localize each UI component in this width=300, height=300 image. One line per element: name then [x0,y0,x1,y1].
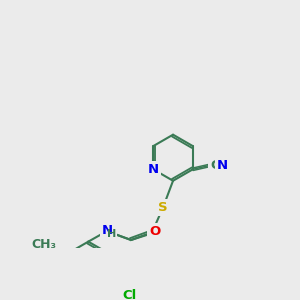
Text: C: C [210,159,220,172]
Text: N: N [148,163,159,176]
Text: S: S [158,201,168,214]
Text: N: N [102,224,113,237]
Text: O: O [149,225,161,238]
Text: N: N [217,159,228,172]
Text: H: H [107,229,117,239]
Text: N: N [104,225,115,238]
Text: Cl: Cl [122,289,136,300]
Text: CH₃: CH₃ [32,238,56,250]
Text: H: H [105,225,115,238]
